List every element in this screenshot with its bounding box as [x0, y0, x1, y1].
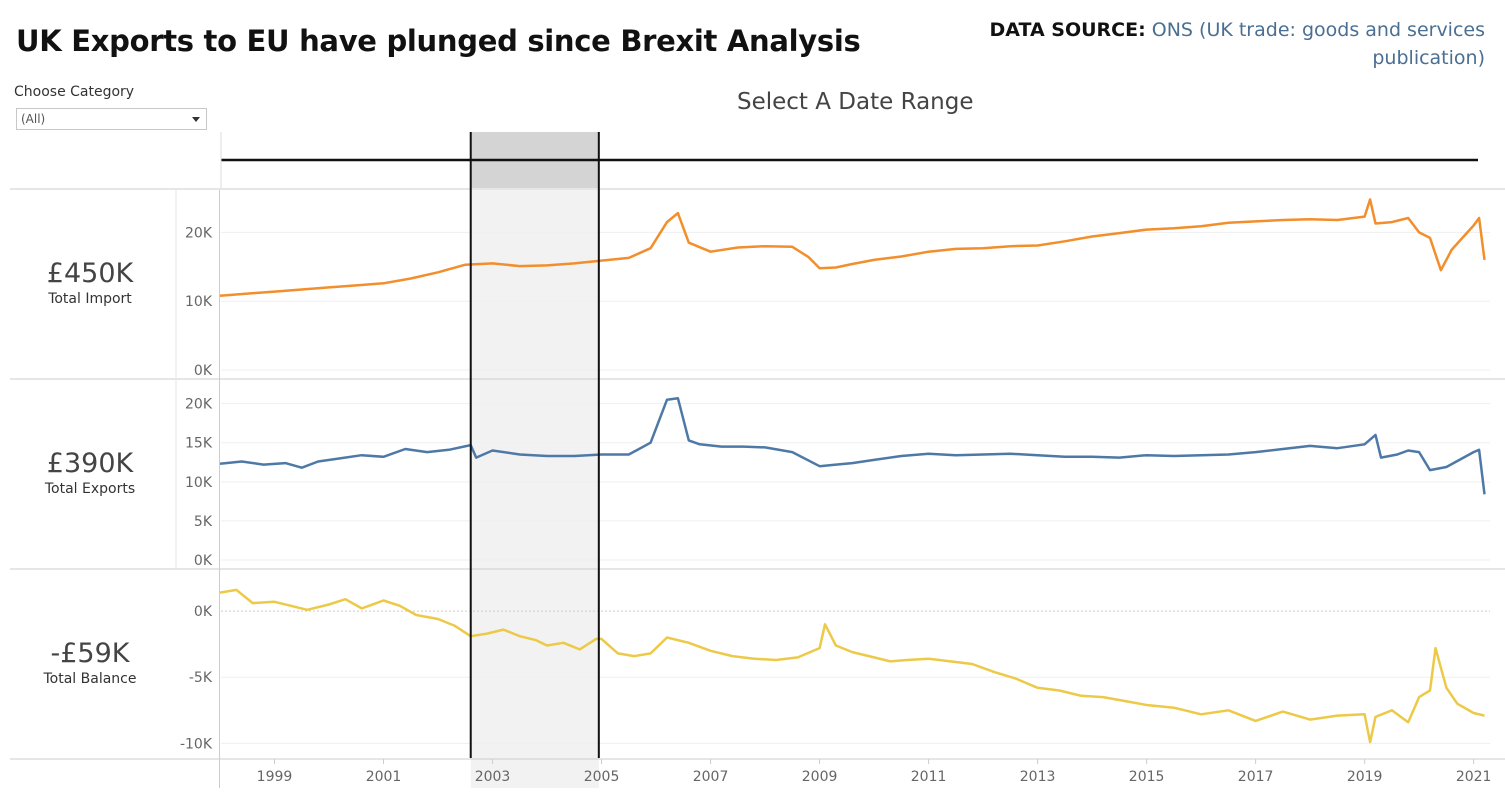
y-tick-label: 5K — [194, 514, 213, 530]
y-tick-label: 10K — [185, 475, 213, 491]
y-tick-label: 20K — [185, 397, 213, 413]
data-source-label: DATA SOURCE: — [989, 19, 1146, 41]
x-tick-label: 2015 — [1129, 769, 1165, 785]
data-source: DATA SOURCE: ONS (UK trade: goods and se… — [965, 16, 1485, 72]
kpi-value: -£59K — [50, 638, 130, 669]
kpi-total-exports: £390K Total Exports — [0, 448, 180, 497]
category-dropdown[interactable]: (All) — [16, 108, 207, 130]
kpi-label: Total Balance — [43, 671, 137, 687]
kpi-label: Total Exports — [44, 481, 136, 497]
y-tick-label: 15K — [185, 436, 213, 452]
chevron-down-icon[interactable] — [192, 117, 200, 122]
category-dropdown-value: (All) — [21, 112, 46, 126]
x-tick-label: 2007 — [693, 769, 729, 785]
x-tick-label: 2001 — [366, 769, 402, 785]
category-filter-label: Choose Category — [14, 84, 135, 100]
page-title: UK Exports to EU have plunged since Brex… — [16, 24, 861, 58]
x-tick-label: 1999 — [257, 769, 293, 785]
selected-range-shade — [470, 190, 599, 788]
kpi-total-import: £450K Total Import — [0, 258, 180, 307]
kpi-value: £390K — [46, 448, 134, 479]
y-tick-label: 0K — [194, 604, 213, 620]
series-line-import — [219, 198, 1486, 297]
y-tick-label: 0K — [194, 363, 213, 379]
y-tick-label: 20K — [185, 225, 213, 241]
date-range-title: Select A Date Range — [737, 89, 974, 115]
series-line-exports — [219, 396, 1486, 495]
x-tick-label: 2009 — [802, 769, 838, 785]
y-tick-label: 0K — [194, 553, 213, 569]
y-tick-label: -5K — [189, 670, 213, 686]
kpi-value: £450K — [46, 258, 134, 289]
kpi-total-balance: -£59K Total Balance — [0, 638, 180, 687]
x-tick-label: 2011 — [911, 769, 947, 785]
y-tick-label: 10K — [185, 294, 213, 310]
y-tick-label: -10K — [180, 736, 213, 752]
x-tick-label: 2005 — [584, 769, 620, 785]
kpi-label: Total Import — [48, 291, 132, 307]
x-tick-label: 2019 — [1347, 769, 1383, 785]
x-tick-label: 2017 — [1238, 769, 1274, 785]
series-line-balance — [219, 588, 1485, 744]
x-tick-label: 2003 — [475, 769, 511, 785]
x-tick-label: 2013 — [1020, 769, 1056, 785]
data-source-text: ONS (UK trade: goods and services public… — [1151, 19, 1485, 69]
x-tick-label: 2021 — [1456, 769, 1492, 785]
